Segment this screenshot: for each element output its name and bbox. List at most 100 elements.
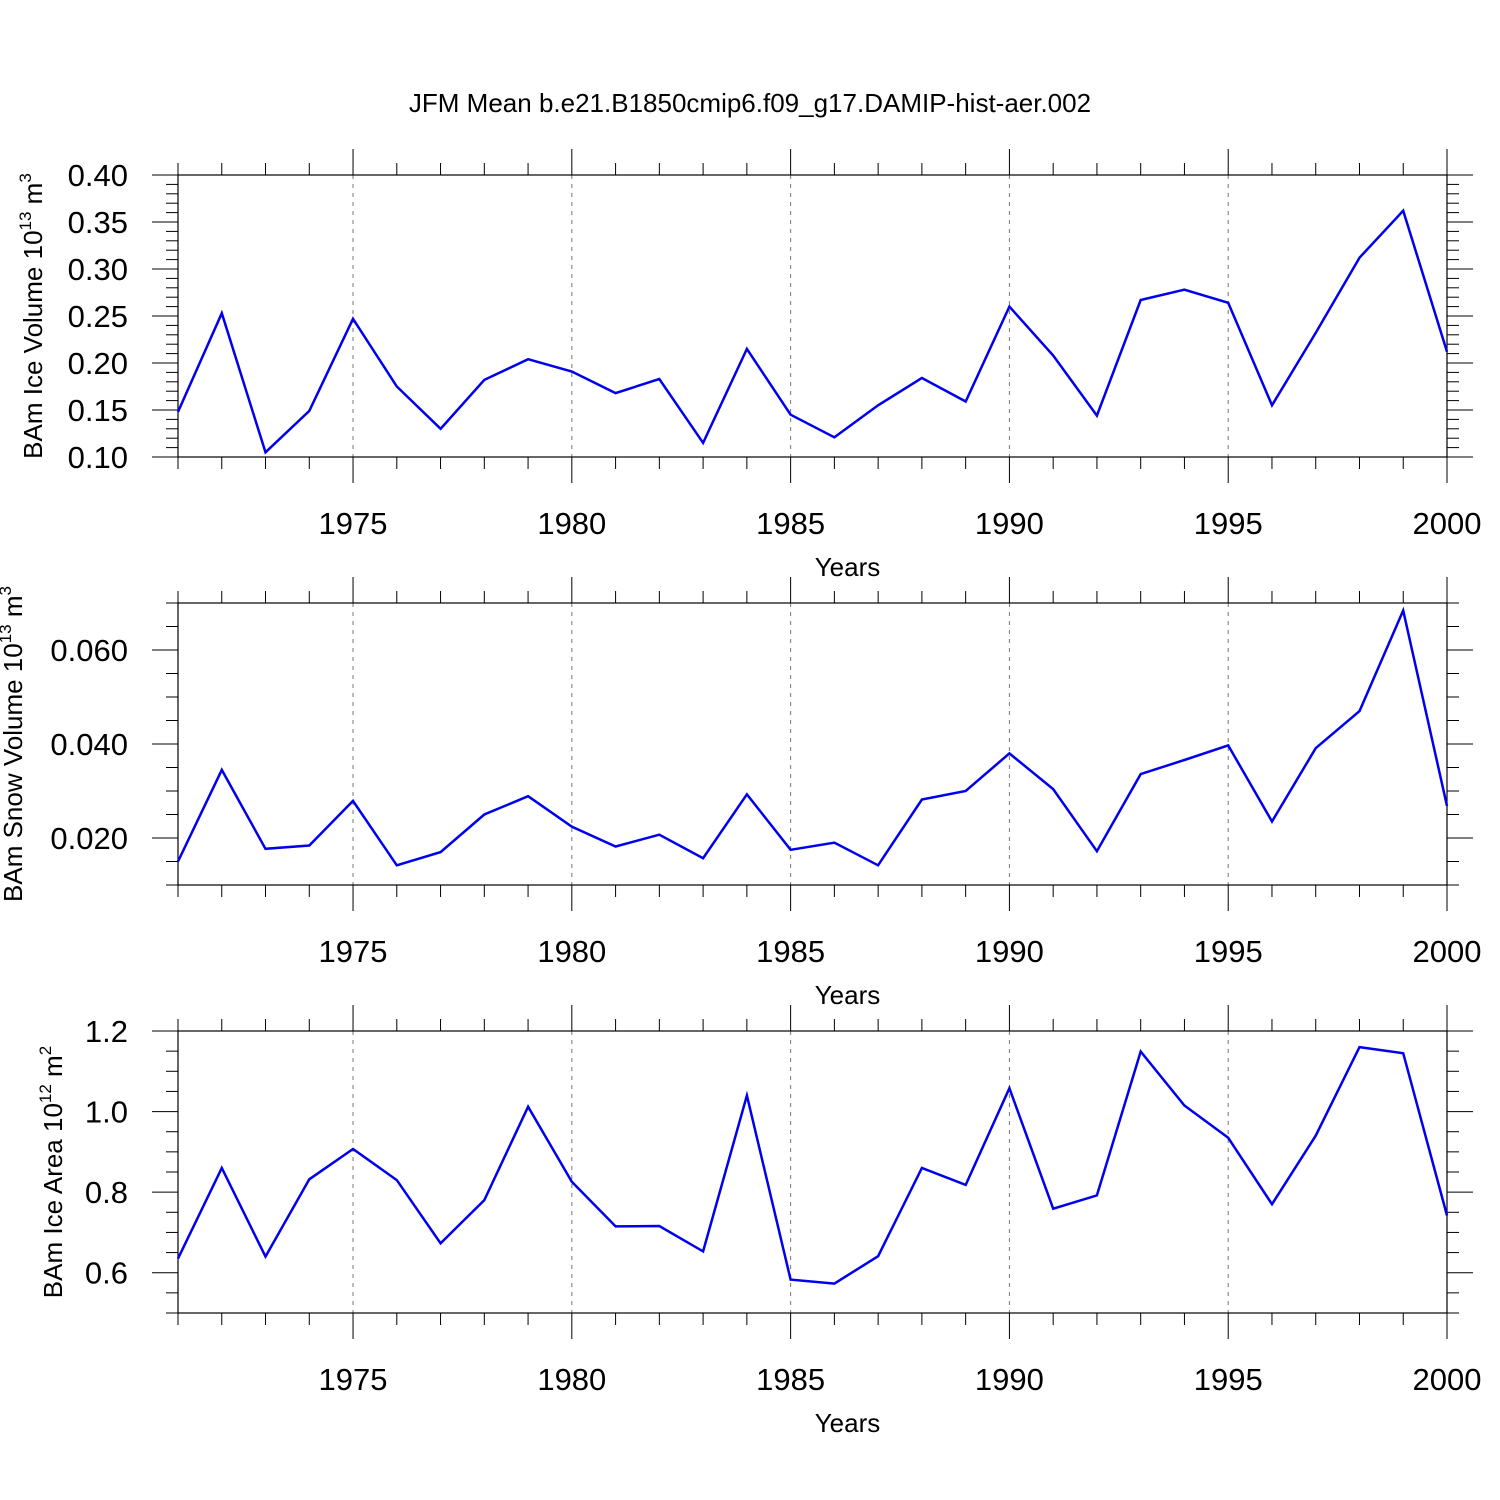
data-point <box>176 860 180 864</box>
data-point <box>1314 1134 1318 1138</box>
y-tick-label: 0.20 <box>68 346 128 381</box>
x-tick-label: 1990 <box>975 934 1044 969</box>
data-point <box>1095 414 1099 418</box>
data-point <box>701 1249 705 1253</box>
data-point <box>482 378 486 382</box>
data-point <box>1007 305 1011 309</box>
y-tick-label: 0.35 <box>68 205 128 240</box>
data-point <box>220 311 224 315</box>
data-point <box>570 369 574 373</box>
data-point <box>1182 1104 1186 1108</box>
data-point <box>307 844 311 848</box>
x-tick-label: 1980 <box>537 506 606 541</box>
x-tick-label: 1990 <box>975 1362 1044 1397</box>
x-tick-label: 2000 <box>1413 934 1482 969</box>
data-point <box>920 1166 924 1170</box>
data-point <box>920 376 924 380</box>
data-point <box>351 799 355 803</box>
y-tick-label: 0.30 <box>68 252 128 287</box>
data-point <box>1139 1050 1143 1054</box>
chart-title: JFM Mean b.e21.B1850cmip6.f09_g17.DAMIP-… <box>409 88 1091 118</box>
data-point <box>1182 758 1186 762</box>
data-point <box>439 850 443 854</box>
data-point <box>395 385 399 389</box>
y-tick-label: 0.25 <box>68 299 128 334</box>
x-tick-label: 1995 <box>1194 1362 1263 1397</box>
data-point <box>482 813 486 817</box>
data-point <box>264 1255 268 1259</box>
data-point <box>264 450 268 454</box>
x-axis-title: Years <box>815 1408 881 1438</box>
data-point <box>789 848 793 852</box>
x-tick-label: 1990 <box>975 506 1044 541</box>
data-point <box>964 789 968 793</box>
data-point <box>614 844 618 848</box>
data-point <box>570 1180 574 1184</box>
data-point <box>1401 609 1405 613</box>
y-tick-label: 0.40 <box>68 158 128 193</box>
panel-snow-volume: 1975 1980 1985 1990 1995 2000 0.020 0.040 0.060 Y… <box>0 577 1481 1010</box>
y-axis-title: BAm Ice Volume 1013 m3 <box>16 173 48 459</box>
y-axis-title: BAm Ice Area 1012 m2 <box>36 1046 68 1298</box>
x-tick-label: 1975 <box>319 1362 388 1397</box>
data-point <box>1357 1045 1361 1049</box>
data-point <box>307 409 311 413</box>
panel-ice-volume: 1975 1980 1985 1990 1995 2000 0.10 0.15 0.20 0.25… <box>16 149 1481 582</box>
series-line <box>176 1045 1449 1285</box>
x-tick-label: 1995 <box>1194 506 1263 541</box>
data-point <box>964 400 968 404</box>
y-tick-label: 0.15 <box>68 393 128 428</box>
data-point <box>657 377 661 381</box>
data-point <box>439 427 443 431</box>
data-point <box>1401 1051 1405 1055</box>
data-point <box>1226 743 1230 747</box>
data-point <box>1314 331 1318 335</box>
data-point <box>745 792 749 796</box>
y-axis-title: BAm Snow Volume 1013 m3 <box>0 586 28 902</box>
data-point <box>570 825 574 829</box>
data-point <box>1051 1207 1055 1211</box>
data-point <box>1095 849 1099 853</box>
data-point <box>657 833 661 837</box>
data-point <box>351 317 355 321</box>
data-point <box>482 1198 486 1202</box>
x-tick-label: 1975 <box>319 934 388 969</box>
data-point <box>1445 1214 1449 1218</box>
y-tick-label: 0.10 <box>68 440 128 475</box>
panels: 1975 1980 1985 1990 1995 2000 0.10 0.15 0.20 0.25… <box>0 149 1481 1438</box>
y-tick-label: 1.0 <box>85 1095 128 1130</box>
data-point <box>745 347 749 351</box>
data-point <box>1007 1086 1011 1090</box>
data-point <box>876 1254 880 1258</box>
data-point <box>526 1105 530 1109</box>
data-point <box>745 1093 749 1097</box>
data-point <box>964 1183 968 1187</box>
plot-frame <box>177 174 1448 458</box>
x-tick-label: 1985 <box>756 1362 825 1397</box>
y-tick-label: 0.040 <box>50 727 128 762</box>
data-point <box>1445 350 1449 354</box>
data-point <box>526 794 530 798</box>
data-point <box>1357 709 1361 713</box>
x-tick-label: 1980 <box>537 934 606 969</box>
data-point <box>1270 1202 1274 1206</box>
x-tick-label: 1975 <box>319 506 388 541</box>
data-point <box>832 435 836 439</box>
y-tick-label: 1.2 <box>85 1014 128 1049</box>
data-point <box>701 856 705 860</box>
data-point <box>1445 804 1449 808</box>
x-tick-label: 1985 <box>756 506 825 541</box>
data-point <box>657 1224 661 1228</box>
data-point <box>1314 746 1318 750</box>
x-tick-label: 1995 <box>1194 934 1263 969</box>
data-point <box>701 441 705 445</box>
data-point <box>1401 209 1405 213</box>
data-point <box>1051 787 1055 791</box>
data-point <box>264 847 268 851</box>
data-point <box>789 413 793 417</box>
plot-frame <box>177 1030 1448 1314</box>
data-point <box>439 1241 443 1245</box>
data-point <box>876 403 880 407</box>
y-tick-label: 0.8 <box>85 1175 128 1210</box>
data-point <box>832 841 836 845</box>
